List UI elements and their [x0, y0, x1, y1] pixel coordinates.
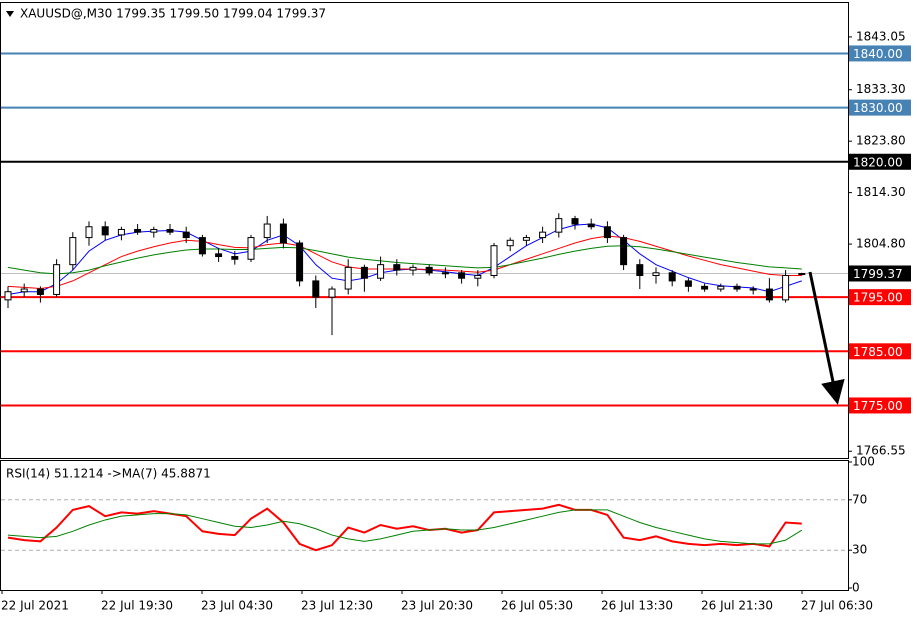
candle-body [409, 266, 417, 271]
candle-body [668, 272, 676, 282]
candle-body [539, 231, 547, 239]
candle-body [571, 218, 579, 225]
rsi-line [7, 509, 803, 545]
level-label: 1785.00 [853, 345, 903, 359]
candle-body [441, 272, 449, 275]
price-panel [0, 2, 849, 459]
y-tick-label: 1804.80 [856, 237, 906, 251]
candle-body [522, 237, 530, 241]
y-tick-label: 30 [852, 543, 867, 557]
candle-body [4, 291, 12, 301]
x-tick-label: 27 Jul 06:30 [801, 599, 873, 613]
candle-body [458, 272, 466, 279]
candle-body [215, 253, 223, 258]
level-label-box [849, 45, 911, 62]
candle-body [377, 264, 385, 279]
candle-body [701, 285, 709, 290]
candle-body [652, 272, 660, 276]
candle-body [620, 237, 628, 266]
candle-body [263, 223, 271, 239]
x-tick-label: 23 Jul 12:30 [301, 599, 373, 613]
y-tick-label: 70 [852, 492, 867, 506]
candle-body [474, 274, 482, 279]
x-tick-label: 23 Jul 04:30 [201, 599, 273, 613]
candle-body [344, 266, 352, 290]
chart-title: XAUUSD@,M30 1799.35 1799.50 1799.04 1799… [20, 7, 326, 21]
moving-average [7, 245, 802, 275]
y-tick-label: 0 [852, 581, 860, 595]
candle-body [782, 274, 790, 301]
moving-average [7, 235, 802, 289]
rsi-panel [0, 460, 849, 591]
level-label-box [849, 289, 911, 306]
x-tick-label: 22 Jul 2021 [1, 599, 69, 613]
candle-body [587, 223, 595, 228]
candle-body [101, 226, 109, 236]
y-tick-label: 1823.80 [856, 134, 906, 148]
candle-body [182, 231, 190, 239]
level-label-box [849, 99, 911, 116]
candle-body [393, 264, 401, 271]
candle-body [506, 239, 514, 247]
candle-body [733, 285, 741, 290]
level-label-box [849, 153, 911, 170]
candle-body [296, 242, 304, 282]
candle-body [166, 228, 174, 233]
plot-layer: 1843.05 1833.30 1823.80 1814.30 1804.80 1766.… [1, 29, 911, 613]
x-tick-label: 26 Jul 21:30 [701, 599, 773, 613]
arrow [808, 271, 845, 405]
candle-body [765, 288, 773, 301]
x-tick-label: 26 Jul 13:30 [601, 599, 673, 613]
rsi-title: RSI(14) 51.1214 ->MA(7) 45.8871 [6, 467, 211, 481]
candle-body [749, 288, 757, 291]
level-label: 1775.00 [853, 399, 903, 413]
last-price-box [849, 265, 911, 282]
y-tick-label: 1766.55 [856, 444, 906, 458]
candle-body [117, 228, 125, 236]
candle-body [360, 266, 368, 279]
candle-body [198, 237, 206, 255]
candle-body [279, 223, 287, 244]
candle-body [69, 237, 77, 266]
candle-body [555, 218, 563, 233]
level-label: 1830.00 [853, 101, 903, 115]
level-label: 1840.00 [853, 47, 903, 61]
candle-body [85, 226, 93, 239]
x-tick-label: 22 Jul 19:30 [101, 599, 173, 613]
candle-body [636, 264, 644, 276]
y-tick-label: 1814.30 [856, 185, 906, 199]
candle-body [247, 237, 255, 260]
candle-body [134, 228, 142, 233]
level-label: 1795.00 [853, 291, 903, 305]
candle-body [231, 256, 239, 260]
candle-body [53, 264, 61, 295]
level-label: 1820.00 [853, 155, 903, 169]
candle-body [312, 280, 320, 298]
x-tick-label: 23 Jul 20:30 [401, 599, 473, 613]
candle-body [798, 272, 806, 275]
candle-body [150, 228, 158, 233]
last-price-label: 1799.37 [853, 267, 903, 281]
candle-body [684, 280, 692, 287]
x-tick-label: 26 Jul 05:30 [501, 599, 573, 613]
candle-body [490, 245, 498, 276]
candle-body [603, 226, 611, 239]
level-label-box [849, 397, 911, 414]
candle-body [717, 285, 725, 290]
menu-arrow [6, 11, 14, 17]
y-tick-label: 1843.05 [856, 29, 906, 43]
candle-body [328, 288, 336, 298]
candle-body [20, 288, 28, 293]
candle-body [425, 266, 433, 274]
rsi-line [7, 503, 802, 552]
y-tick-label: 1833.30 [856, 82, 906, 96]
y-tick-label: 100 [852, 455, 875, 469]
level-label-box [849, 343, 911, 360]
candle-body [36, 288, 44, 295]
